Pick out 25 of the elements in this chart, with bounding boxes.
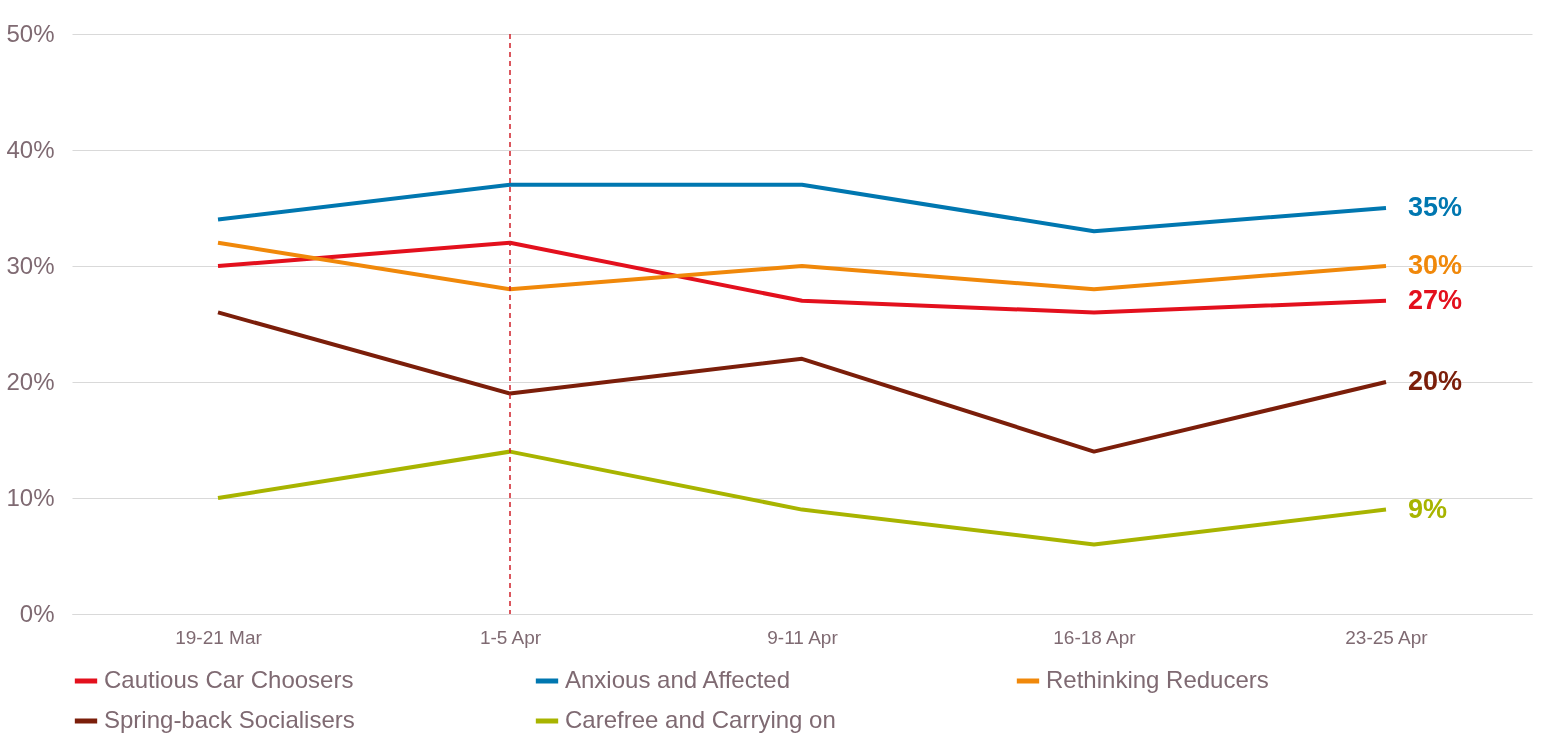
- line-series: [216, 240, 1388, 315]
- x-tick-label: 19-21 Mar: [175, 626, 263, 648]
- legend-label: Carefree and Carrying on: [565, 706, 836, 733]
- data-label: 9%: [1408, 493, 1448, 524]
- data-label: 20%: [1408, 366, 1463, 396]
- y-tick-label: 30%: [6, 251, 55, 279]
- y-tick-label: 0%: [19, 599, 55, 627]
- legend-label: Spring-back Socialisers: [104, 706, 355, 733]
- x-tick-label: 16-18 Apr: [1053, 626, 1137, 648]
- line-series: [216, 182, 1388, 234]
- x-tick-label: 9-11 Apr: [767, 626, 839, 648]
- x-tick-label: 1-5 Apr: [479, 626, 542, 648]
- x-tick-label: 23-25 Apr: [1345, 626, 1429, 648]
- y-tick-label: 10%: [6, 483, 55, 511]
- legend-label: Rethinking Reducers: [1046, 666, 1269, 693]
- line-series: [216, 310, 1388, 454]
- y-tick-label: 20%: [6, 367, 55, 395]
- y-tick-label: 50%: [6, 19, 55, 47]
- y-tick-label: 40%: [6, 135, 55, 163]
- data-label: 35%: [1408, 192, 1463, 222]
- data-label: 27%: [1408, 284, 1463, 315]
- data-label: 30%: [1408, 250, 1463, 280]
- legend-label: Cautious Car Choosers: [104, 666, 354, 693]
- legend-label: Anxious and Affected: [565, 666, 791, 693]
- line-series: [216, 449, 1388, 547]
